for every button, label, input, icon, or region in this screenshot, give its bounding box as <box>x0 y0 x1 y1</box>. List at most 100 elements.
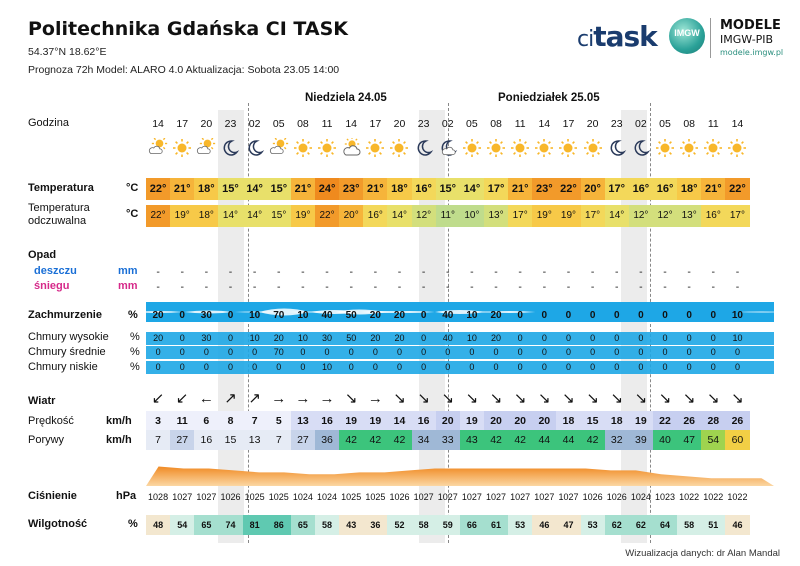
gust-cell: 27 <box>290 430 315 450</box>
feels-like-cell: 14° <box>387 205 412 227</box>
feels-like-cell: 16° <box>701 205 726 227</box>
cloud-high-cell: 0 <box>565 333 571 343</box>
pressure-cell: 1026 <box>220 492 241 502</box>
humidity-cell: 51 <box>701 515 726 535</box>
feels-like-row: 22° 19° 18° 14° 14° 15° 19° 22° 20° 16° 14° 12° 11° 1… <box>146 205 774 227</box>
wind-arrow-icon: ↘ <box>393 390 406 407</box>
cloud-high-cell: 0 <box>662 333 668 343</box>
pressure-cell: 1027 <box>172 492 193 502</box>
rain-cell: - <box>349 266 353 278</box>
humidity-cell: 43 <box>339 515 364 535</box>
cloud-high-cell: 20 <box>153 333 164 343</box>
wind-direction-row: ↙ ↙ ← ↗ ↗ → → → ↘ → ↘ ↘ ↘ ↘ ↘ ↘ ↘ ↘ ↘ ↘ ↘ ↘ ↘ ↘ ↘ <box>146 390 774 408</box>
temperature-cell: 18° <box>194 178 219 200</box>
feels-like-cell: 19° <box>290 205 315 227</box>
cloud-total-cell: 10 <box>297 310 309 321</box>
rain-cell: - <box>277 266 281 278</box>
gust-cell: 44 <box>532 430 557 450</box>
feels-like-cell: 14° <box>242 205 267 227</box>
cloud-cover-shape <box>485 311 536 313</box>
cloud-mid-cell: 70 <box>273 347 284 357</box>
cloud-total-cell: 0 <box>565 310 572 321</box>
wind-arrow-icon: ↗ <box>248 390 261 407</box>
feels-like-cell: 13° <box>677 205 702 227</box>
feels-like-cell: 14° <box>218 205 243 227</box>
humidity-cell: 62 <box>604 515 629 535</box>
cloud-low-unit: % <box>130 361 140 373</box>
gust-cell: 13 <box>242 430 267 450</box>
cloud-mid-cell: 0 <box>662 347 668 357</box>
snow-cell: - <box>325 281 329 293</box>
rain-cell: - <box>494 266 498 278</box>
cloud-total-cell: 40 <box>442 310 454 321</box>
wind-speed-cell: 28 <box>701 411 726 431</box>
wind-arrow-icon: ↘ <box>586 390 599 407</box>
wind-speed-cell: 15 <box>580 411 605 431</box>
wind-speed-row: 3 11 6 8 7 5 13 16 19 19 14 16 20 19 20 20 20 18 15 18 19 22 2… <box>146 411 774 431</box>
modele-title: MODELE <box>720 18 781 33</box>
cloud-mid-cell: 0 <box>396 347 402 357</box>
cloud-high-cell: 30 <box>201 333 212 343</box>
hour-cell: 20 <box>200 118 213 130</box>
snow-cell: - <box>446 281 450 293</box>
feels-like-unit: °C <box>126 208 139 220</box>
wind-arrow-icon: ↘ <box>658 390 672 407</box>
day-separator-2 <box>448 103 449 543</box>
day-header-monday: Poniedziałek 25.05 <box>498 92 600 104</box>
cloud-high-cell: 0 <box>227 333 233 343</box>
pressure-cell: 1022 <box>727 492 748 502</box>
cloud-low-cell: 0 <box>155 362 161 372</box>
temperature-cell: 17° <box>604 178 629 200</box>
cloud-total-cell: 0 <box>662 310 668 321</box>
temperature-cell: 16° <box>628 178 653 200</box>
snow-cell: - <box>639 281 643 293</box>
temperature-cell: 23° <box>339 178 364 200</box>
moon-icon <box>412 138 436 158</box>
gust-cell: 39 <box>628 430 653 450</box>
feels-like-cell: 19° <box>532 205 557 227</box>
snow-cell: - <box>373 281 378 293</box>
modele-url[interactable]: modele.imgw.pl <box>720 48 784 57</box>
wind-arrow-icon: ↙ <box>151 390 165 407</box>
cloud-mid-cell: 0 <box>493 347 499 357</box>
pressure-cell: 1027 <box>196 492 217 502</box>
cloud-low-cell: 0 <box>227 362 233 372</box>
cloud-mid-cell: 0 <box>227 347 233 357</box>
wind-arrow-icon: ↗ <box>224 390 237 407</box>
pressure-cell: 1027 <box>437 492 458 502</box>
cloud-band-graphic <box>146 302 774 374</box>
sun-icon <box>677 138 701 158</box>
sun-icon <box>291 138 315 158</box>
wind-speed-cell: 18 <box>604 411 629 431</box>
temperature-cell: 15° <box>435 178 460 200</box>
feels-like-cell: 10° <box>459 205 484 227</box>
pressure-cell: 1022 <box>679 492 700 502</box>
feels-like-cell: 13° <box>483 205 509 227</box>
cloud-mid-cell: 0 <box>638 347 644 357</box>
sun-icon <box>532 138 556 158</box>
cloud-mid-band <box>146 346 774 359</box>
sun-icon <box>387 138 411 158</box>
cloud-low-row: 0 0 0 0 0 0 0 10 0 0 0 0 0 0 0 0 0 0 0 0 0 0 0 0 0 <box>146 361 774 374</box>
gust-cell: 44 <box>556 430 581 450</box>
cloud-low-cell: 0 <box>590 362 596 372</box>
cloud-mid-cell: 0 <box>324 347 330 357</box>
wind-speed-cell: 20 <box>435 411 460 431</box>
temperature-cell: 22° <box>725 178 750 200</box>
snow-cell: - <box>566 281 571 293</box>
temperature-cell: 14° <box>459 178 484 200</box>
sun-icon <box>556 138 580 158</box>
wind-speed-cell: 7 <box>242 411 267 431</box>
imgw-logo: IMGW <box>669 18 705 54</box>
gust-cell: 60 <box>725 430 750 450</box>
pressure-cell: 1027 <box>558 492 579 502</box>
humidity-cell: 47 <box>556 515 581 535</box>
gust-cell: 42 <box>387 430 412 450</box>
wind-arrow-icon: ↘ <box>562 390 575 407</box>
pressure-cell: 1023 <box>655 492 676 502</box>
snow-cell: - <box>156 281 160 293</box>
hour-cell: 11 <box>514 118 526 130</box>
hour-cell: 17 <box>369 118 382 130</box>
snow-cell: - <box>228 281 233 293</box>
feels-like-cell: 19° <box>556 205 581 227</box>
